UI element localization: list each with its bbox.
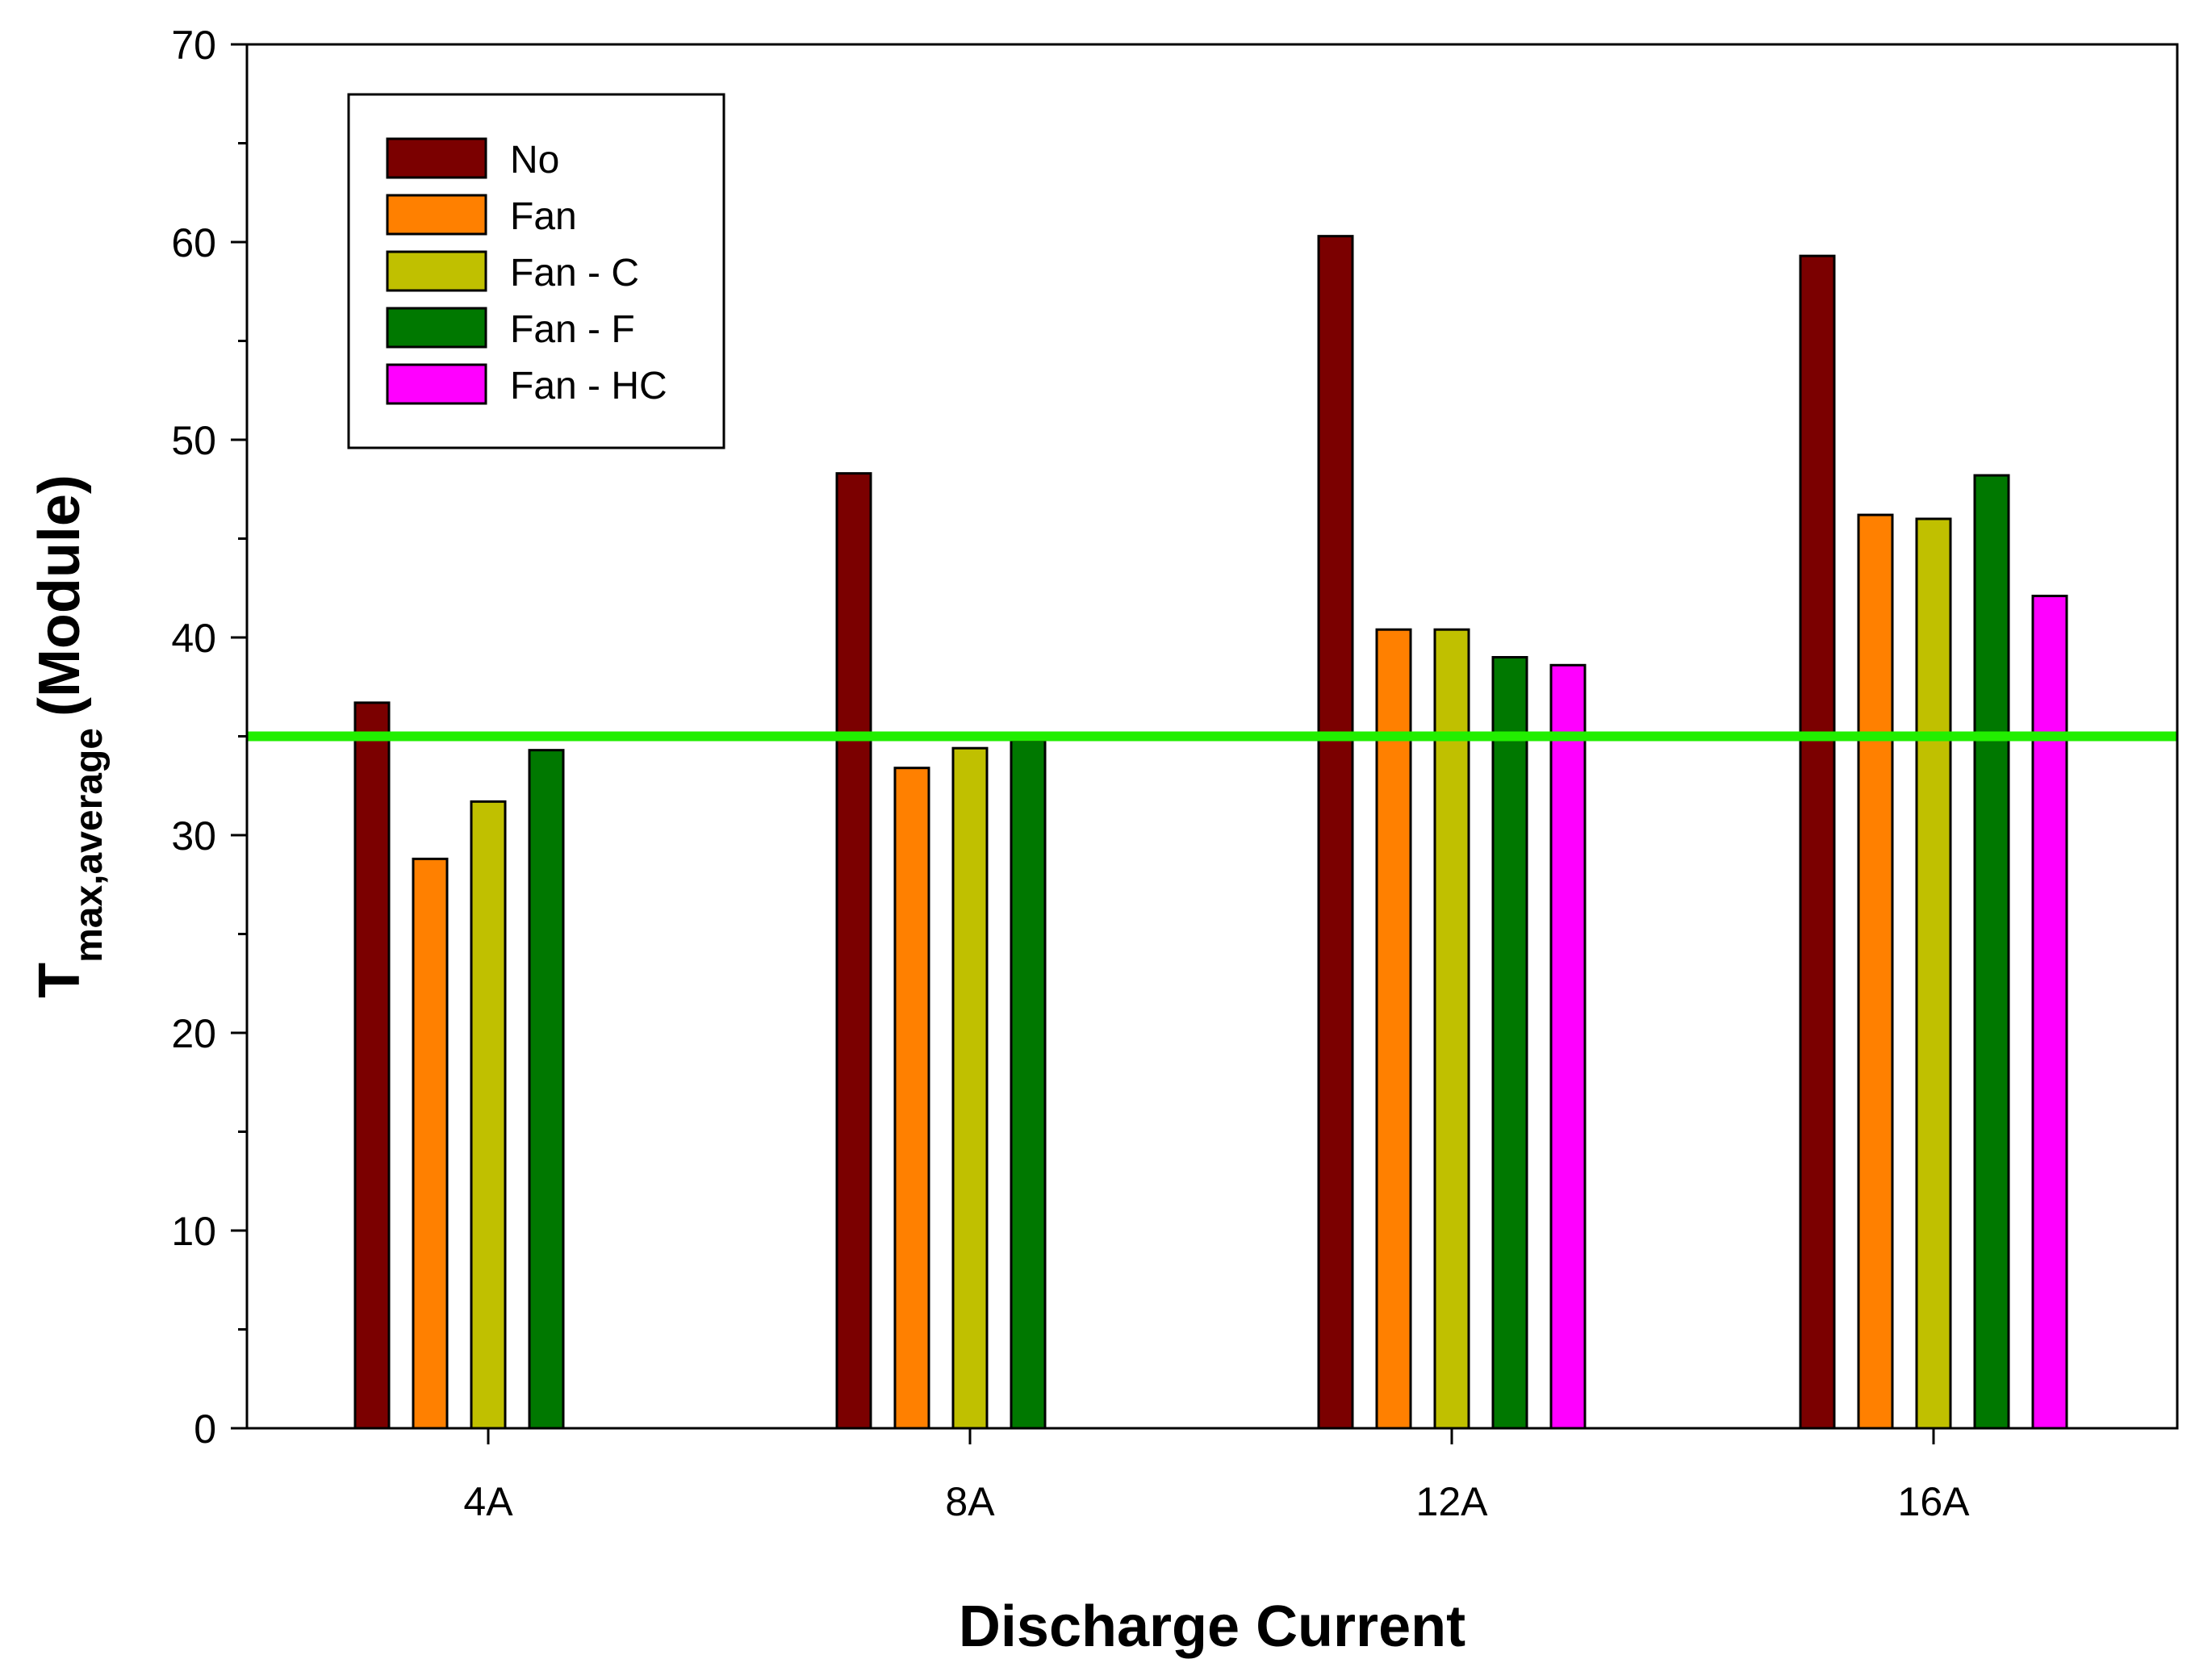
bar bbox=[1799, 254, 1836, 1430]
bar bbox=[470, 800, 507, 1430]
bar bbox=[1375, 628, 1412, 1430]
bar bbox=[893, 767, 930, 1430]
bar bbox=[2031, 595, 2068, 1430]
y-tick-label: 30 bbox=[171, 813, 216, 859]
y-axis-title-subscript: max,average bbox=[68, 728, 111, 963]
svg-text:Tmax,average(Module): Tmax,average (Module) bbox=[27, 474, 111, 998]
bar bbox=[951, 746, 989, 1430]
legend-label: Fan - F bbox=[510, 308, 635, 351]
legend-label: Fan - HC bbox=[510, 365, 667, 407]
bar bbox=[1549, 663, 1587, 1430]
legend-swatch bbox=[386, 363, 487, 405]
bar bbox=[1491, 656, 1528, 1430]
legend-swatch bbox=[386, 137, 487, 179]
x-tick-label: 4A bbox=[463, 1479, 513, 1524]
y-axis-title-main: T bbox=[27, 963, 92, 998]
bar bbox=[353, 701, 391, 1430]
legend-swatch bbox=[386, 307, 487, 349]
x-tick-label: 8A bbox=[945, 1479, 995, 1524]
y-tick-label: 60 bbox=[171, 220, 216, 265]
legend-label: Fan bbox=[510, 195, 577, 238]
legend: No Fan Fan - C Fan - F Fan - HC bbox=[347, 93, 725, 449]
legend-label: No bbox=[510, 139, 559, 182]
y-axis: 0 10 20 30 40 50 60 70 bbox=[171, 23, 247, 1452]
bar bbox=[835, 472, 872, 1430]
legend-swatch bbox=[386, 194, 487, 236]
y-tick-label: 40 bbox=[171, 616, 216, 661]
y-tick-label: 70 bbox=[171, 23, 216, 68]
y-tick-label: 0 bbox=[194, 1406, 216, 1452]
bar bbox=[528, 749, 565, 1430]
bar bbox=[1433, 628, 1470, 1430]
bar bbox=[1857, 513, 1894, 1430]
bar bbox=[1973, 474, 2010, 1430]
x-axis: 4A 8A 12A 16A bbox=[463, 1428, 1970, 1524]
y-axis-title: Tmax,average (Module) bbox=[27, 474, 111, 998]
bar bbox=[1010, 738, 1047, 1430]
x-tick-label: 16A bbox=[1898, 1479, 1971, 1524]
bar bbox=[412, 857, 449, 1430]
legend-swatch bbox=[386, 250, 487, 292]
plot-frame bbox=[245, 43, 2179, 1430]
legend-label: Fan - C bbox=[510, 252, 639, 295]
bar bbox=[1915, 517, 1952, 1430]
x-axis-title: Discharge Current bbox=[959, 1594, 1465, 1659]
x-tick-label: 12A bbox=[1416, 1479, 1489, 1524]
y-tick-label: 10 bbox=[171, 1209, 216, 1254]
bar bbox=[1317, 235, 1354, 1430]
y-tick-label: 50 bbox=[171, 418, 216, 463]
y-tick-label: 20 bbox=[171, 1011, 216, 1056]
y-axis-title-suffix: (Module) bbox=[27, 474, 92, 717]
